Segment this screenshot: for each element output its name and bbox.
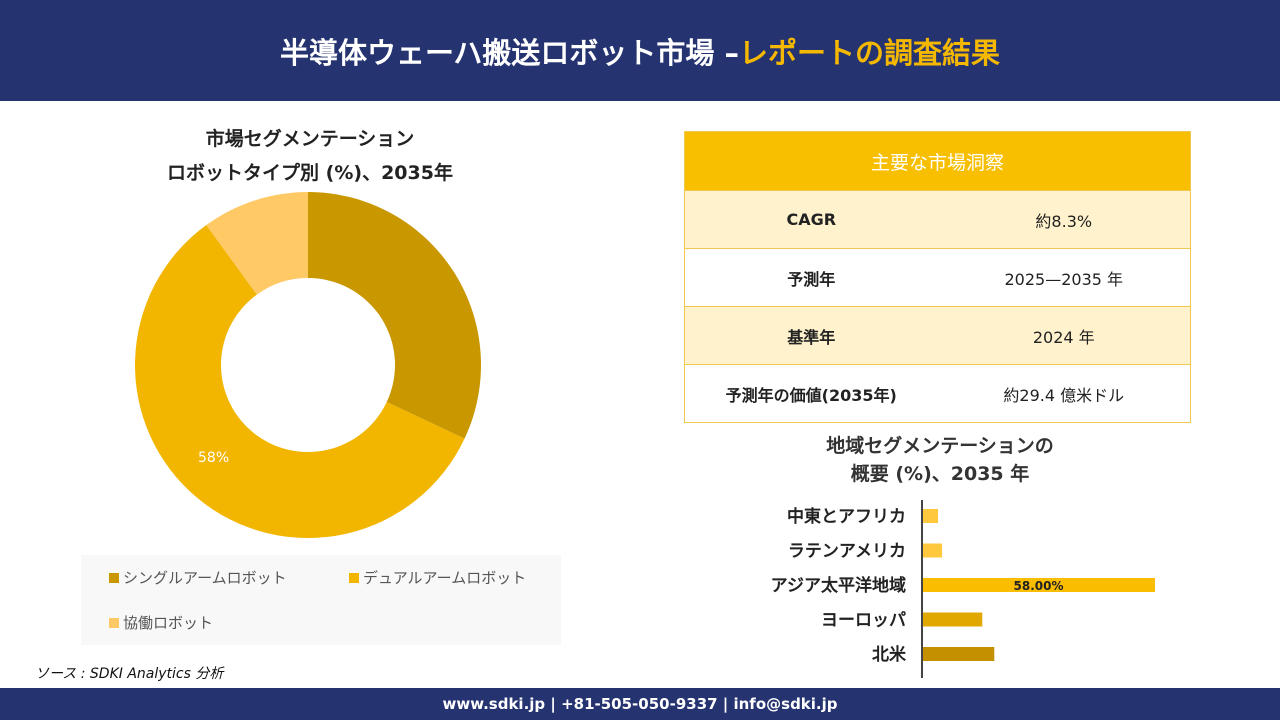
legend-item-dual-arm: デュアルアームロボット: [349, 567, 526, 588]
row-value: 2024 年: [937, 306, 1191, 365]
bar-category-label: ラテンアメリカ: [788, 542, 906, 562]
table-row: 予測年 2025—2035 年: [684, 248, 1191, 307]
header-title-highlight: レポートの調査結果: [739, 35, 1001, 70]
donut-slice: [308, 192, 482, 439]
donut-legend: シングルアームロボット デュアルアームロボット 協働ロボット: [81, 555, 561, 645]
bar: [922, 543, 943, 558]
legend-label: 協働ロボット: [123, 614, 214, 632]
donut-title-line1: 市場セグメンテーション: [205, 128, 415, 150]
bar-data-label: 58.00%: [1014, 579, 1064, 593]
bar-category-label: 中東とアフリカ: [787, 506, 906, 527]
donut-chart: 58%: [134, 192, 482, 539]
donut-slice: [206, 192, 308, 295]
row-label: CAGR: [684, 190, 938, 249]
row-label: 基準年: [684, 306, 938, 365]
bar-category-label: ヨーロッパ: [821, 611, 906, 631]
donut-data-label: 58%: [198, 450, 229, 466]
region-title-line1: 地域セグメンテーションの: [826, 435, 1054, 457]
donut-chart-title: 市場セグメンテーション ロボットタイプ別 (%)、2035年: [130, 122, 490, 190]
legend-label: シングルアームロボット: [123, 569, 287, 587]
row-label: 予測年の価値(2035年): [684, 364, 938, 423]
row-value: 約29.4 億米ドル: [937, 364, 1191, 423]
bar: [922, 647, 995, 661]
table-row: CAGR 約8.3%: [684, 190, 1191, 249]
market-insights-table: 主要な市場洞察 CAGR 約8.3% 予測年 2025—2035 年 基準年 2024…: [684, 131, 1191, 423]
region-chart-title: 地域セグメンテーションの 概要 (%)、2035 年: [780, 432, 1100, 488]
region-title-line2: 概要 (%)、2035 年: [850, 463, 1030, 485]
row-label: 予測年: [684, 248, 938, 307]
bar-category-label: 北米: [872, 644, 907, 665]
donut-slice: [134, 225, 465, 539]
legend-swatch: [109, 617, 119, 628]
header-title: 半導体ウェーハ搬送ロボット市場 –: [279, 35, 739, 70]
bar-category-label: アジア太平洋地域: [771, 575, 906, 596]
footer-contact: www.sdki.jp | +81-505-050-9337 | info@sd…: [0, 688, 1280, 720]
legend-swatch: [109, 572, 119, 583]
header-banner: 半導体ウェーハ搬送ロボット市場 – レポートの調査結果: [0, 0, 1280, 101]
donut-title-line2: ロボットタイプ別 (%)、2035年: [167, 162, 453, 184]
bar: [922, 612, 983, 627]
bar: [922, 578, 1155, 592]
row-value: 約8.3%: [937, 190, 1191, 249]
legend-item-collaborative: 協働ロボット: [109, 612, 213, 633]
legend-item-single-arm: シングルアームロボット: [109, 567, 287, 588]
legend-label: デュアルアームロボット: [363, 569, 527, 587]
table-row: 予測年の価値(2035年) 約29.4 億米ドル: [684, 364, 1191, 423]
bar: [922, 509, 939, 523]
source-note: ソース : SDKI Analytics 分析: [35, 666, 224, 682]
table-row: 基準年 2024 年: [684, 306, 1191, 365]
legend-swatch: [349, 572, 359, 583]
row-value: 2025—2035 年: [937, 248, 1191, 307]
insights-title: 主要な市場洞察: [684, 131, 1191, 191]
